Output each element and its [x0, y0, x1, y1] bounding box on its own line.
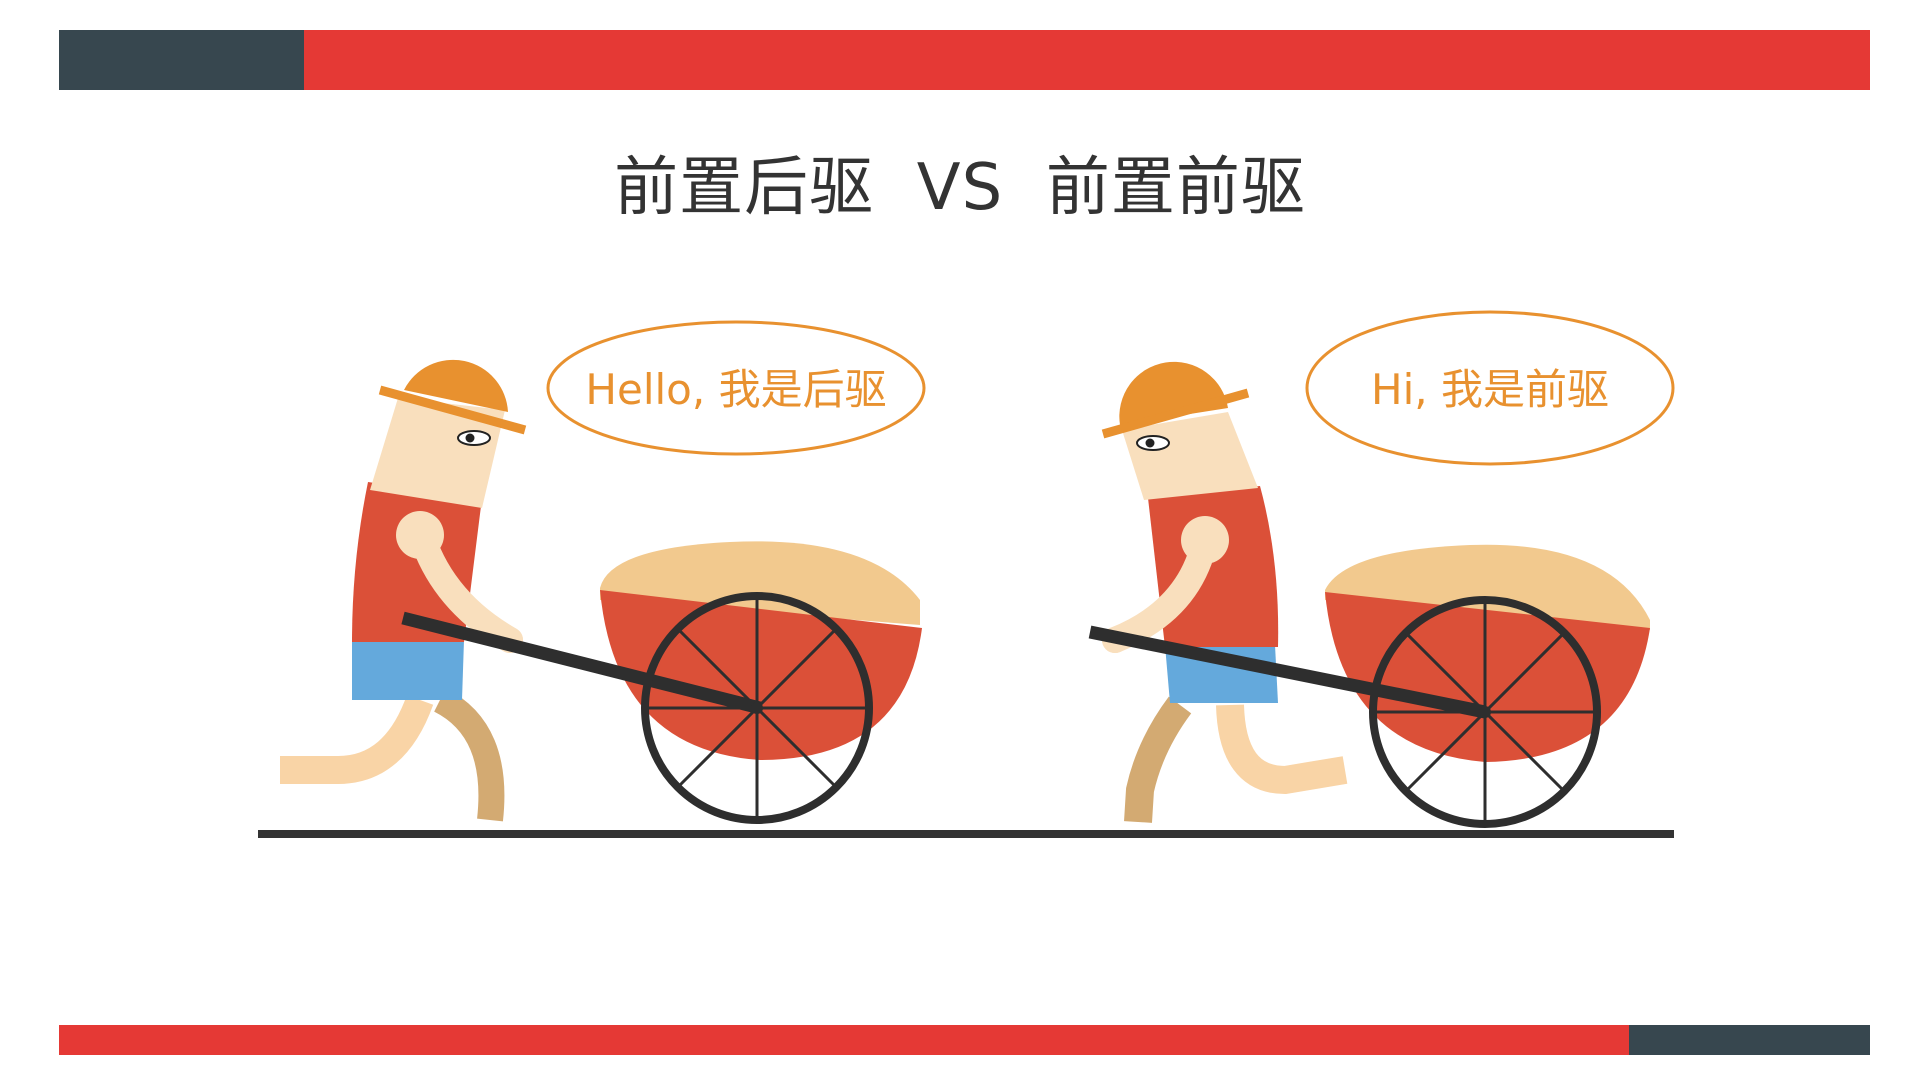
- left-worker-icon: [280, 359, 527, 822]
- left-speech-text: Hello, 我是后驱: [585, 365, 886, 414]
- right-speech-text: Hi, 我是前驱: [1371, 365, 1609, 414]
- top-bar-red: [304, 30, 1870, 90]
- left-cart-icon: [401, 541, 922, 824]
- right-speech-bubble: Hi, 我是前驱: [1305, 310, 1675, 466]
- page-title: 前置后驱 VS 前置前驱: [614, 151, 1306, 225]
- left-speech-bubble: Hello, 我是后驱: [546, 320, 926, 456]
- right-cart-icon: [1088, 544, 1650, 828]
- bottom-bar-dark: [1629, 1025, 1870, 1055]
- bottom-bar-red: [59, 1025, 1629, 1055]
- right-worker-icon: [1101, 361, 1348, 823]
- top-bar-dark: [59, 30, 304, 90]
